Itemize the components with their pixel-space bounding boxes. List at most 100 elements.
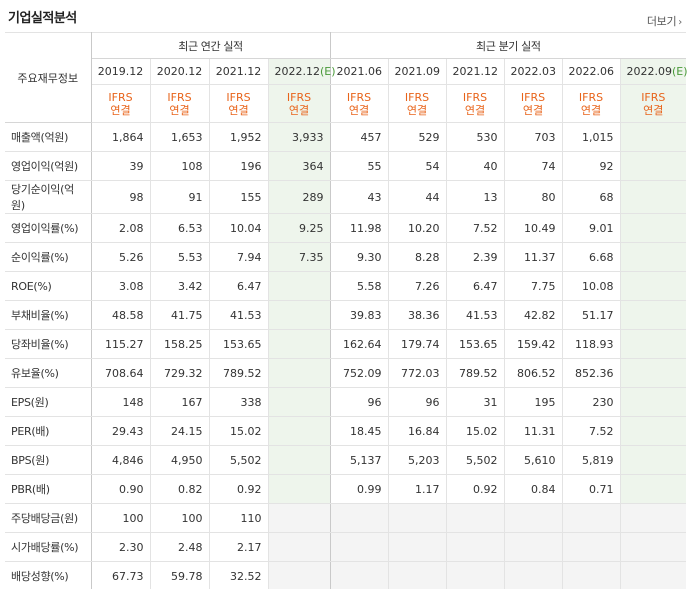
value-cell: [619, 122, 687, 152]
table-row: 영업이익률(%) 2.08 6.53 10.04 9.25 11.98 10.20 7.52 1…: [5, 213, 687, 243]
value-cell: 55: [329, 151, 389, 181]
chevron-right-icon: ›: [678, 17, 682, 28]
value-cell: [619, 213, 687, 243]
value-cell: 31: [445, 387, 505, 417]
value-cell: 15.02: [208, 416, 269, 446]
basis-label: IFRS: [286, 90, 312, 104]
value-cell: 10.08: [561, 271, 621, 301]
value-cell: 41.53: [445, 300, 505, 330]
basis-sub-label: 연결: [522, 103, 544, 117]
value-cell: [329, 532, 389, 562]
row-label: 영업이익(억원): [5, 151, 92, 181]
row-label: 주당배당금(원): [5, 503, 92, 533]
value-cell: 789.52: [208, 358, 269, 388]
value-cell: [387, 503, 447, 533]
period-header: 2022.09(E): [619, 58, 688, 85]
row-label: 유보율(%): [5, 358, 92, 388]
value-cell: 729.32: [149, 358, 210, 388]
value-cell: 789.52: [445, 358, 505, 388]
basis-label: IFRS: [108, 90, 133, 104]
basis-header: IFRS 연결: [619, 84, 687, 123]
value-cell: 7.26: [387, 271, 447, 301]
value-cell: 39: [90, 151, 151, 181]
value-cell: 2.48: [149, 532, 210, 562]
table-row: PBR(배) 0.90 0.82 0.92 0.99 1.17 0.92 0.84 0.71: [5, 474, 687, 504]
value-cell: 44: [387, 180, 447, 214]
basis-label: IFRS: [641, 90, 666, 104]
value-cell: 11.31: [503, 416, 563, 446]
row-label: BPS(원): [5, 445, 92, 475]
value-cell: 40: [445, 151, 505, 181]
value-cell: 2.17: [208, 532, 269, 562]
value-cell: [445, 503, 505, 533]
value-cell: [267, 416, 331, 446]
period-header: 2021.12: [208, 58, 269, 85]
value-cell: 195: [503, 387, 563, 417]
table-row: 주당배당금(원) 100 100 110: [5, 503, 687, 533]
value-cell: 38.36: [387, 300, 447, 330]
value-cell: [619, 329, 687, 359]
value-cell: 13: [445, 180, 505, 214]
basis-header: IFRS 연결: [503, 84, 563, 123]
basis-label: IFRS: [462, 90, 488, 104]
value-cell: 2.08: [90, 213, 151, 243]
basis-header: IFRS 연결: [149, 84, 210, 123]
row-label: 당좌비율(%): [5, 329, 92, 359]
basis-header: IFRS 연결: [561, 84, 621, 123]
value-cell: 179.74: [387, 329, 447, 359]
value-cell: [561, 561, 621, 589]
row-header: 주요재무정보: [5, 32, 92, 123]
value-cell: 10.04: [208, 213, 269, 243]
value-cell: 5.26: [90, 242, 151, 272]
value-cell: [619, 151, 687, 181]
value-cell: 18.45: [329, 416, 389, 446]
value-cell: 2.39: [445, 242, 505, 272]
value-cell: 5.58: [329, 271, 389, 301]
value-cell: 289: [267, 180, 331, 214]
value-cell: [619, 561, 687, 589]
basis-sub-label: 연결: [169, 103, 190, 117]
value-cell: 364: [267, 151, 331, 181]
value-cell: 4,950: [149, 445, 210, 475]
value-cell: [619, 416, 687, 446]
value-cell: 6.53: [149, 213, 210, 243]
row-label: 부채비율(%): [5, 300, 92, 330]
value-cell: [267, 271, 331, 301]
value-cell: 708.64: [90, 358, 151, 388]
value-cell: 703: [503, 122, 563, 152]
value-cell: [619, 242, 687, 272]
value-cell: 457: [329, 122, 389, 152]
basis-header: IFRS 연결: [329, 84, 389, 123]
period-header: 2021.06: [329, 58, 389, 85]
value-cell: [267, 387, 331, 417]
value-cell: [503, 532, 563, 562]
quarterly-group-header: 최근 분기 실적: [329, 32, 687, 59]
table-row: 유보율(%) 708.64 729.32 789.52 752.09 772.03 789.…: [5, 358, 687, 388]
basis-sub-label: 연결: [643, 103, 664, 117]
period-header: 2021.09: [387, 58, 447, 85]
table-row: 순이익률(%) 5.26 5.53 7.94 7.35 9.30 8.28 2.39 11.37…: [5, 242, 687, 272]
annual-group-header: 최근 연간 실적: [90, 32, 331, 59]
value-cell: [619, 180, 687, 214]
value-cell: [329, 503, 389, 533]
value-cell: 5,137: [329, 445, 389, 475]
table-row: 매출액(억원) 1,864 1,653 1,952 3,933 457 529 530 703 1…: [5, 122, 687, 152]
value-cell: 80: [503, 180, 563, 214]
value-cell: 7.52: [561, 416, 621, 446]
value-cell: 8.28: [387, 242, 447, 272]
value-cell: [267, 358, 331, 388]
more-link[interactable]: 더보기 ›: [647, 13, 682, 29]
basis-sub-label: 연결: [110, 103, 131, 117]
section-title: 기업실적분석: [8, 11, 77, 26]
row-label: 당기순이익(억원): [5, 180, 92, 214]
value-cell: 5,502: [208, 445, 269, 475]
table-row: 시가배당률(%) 2.30 2.48 2.17: [5, 532, 687, 562]
basis-label: IFRS: [167, 90, 192, 104]
value-cell: 153.65: [208, 329, 269, 359]
value-cell: 0.71: [561, 474, 621, 504]
value-cell: [267, 503, 331, 533]
value-cell: [619, 532, 687, 562]
value-cell: 4,846: [90, 445, 151, 475]
basis-label: IFRS: [346, 90, 372, 104]
value-cell: [445, 532, 505, 562]
